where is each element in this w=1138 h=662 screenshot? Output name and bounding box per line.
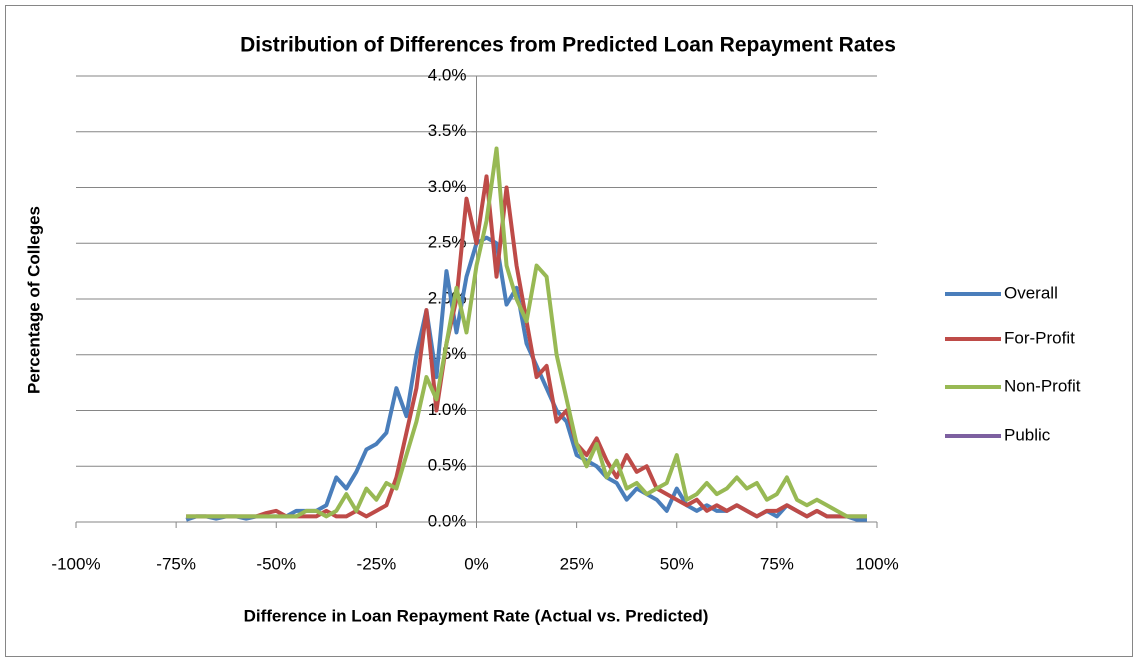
y-tick-label: 4.0%	[428, 65, 467, 84]
legend-label: For-Profit	[1004, 328, 1075, 347]
y-tick-label: 3.0%	[428, 177, 467, 196]
x-tick-label: 50%	[660, 554, 694, 573]
chart-title: Distribution of Differences from Predict…	[240, 34, 896, 57]
y-tick-label: 3.5%	[428, 121, 467, 140]
legend-label: Non-Profit	[1004, 376, 1081, 395]
y-tick-label: 1.0%	[428, 400, 467, 419]
x-tick-label: 0%	[464, 554, 489, 573]
chart-border	[5, 5, 1133, 657]
x-tick-label: -75%	[156, 554, 196, 573]
data-line	[186, 146, 867, 519]
legend-label: Public	[1004, 425, 1051, 444]
x-tick-label: -25%	[357, 554, 397, 573]
x-tick-label: -50%	[256, 554, 296, 573]
y-tick-label: 2.5%	[428, 233, 467, 252]
x-tick-label: 75%	[760, 554, 794, 573]
legend-label: Overall	[1004, 283, 1058, 302]
x-tick-label: 25%	[560, 554, 594, 573]
y-tick-label: 0.5%	[428, 456, 467, 475]
x-tick-label: -100%	[51, 554, 100, 573]
y-tick-label: 0.0%	[428, 511, 467, 530]
x-axis-label: Difference in Loan Repayment Rate (Actua…	[244, 606, 709, 625]
y-axis-label: Percentage of Colleges	[24, 206, 43, 394]
x-tick-label: 100%	[855, 554, 898, 573]
